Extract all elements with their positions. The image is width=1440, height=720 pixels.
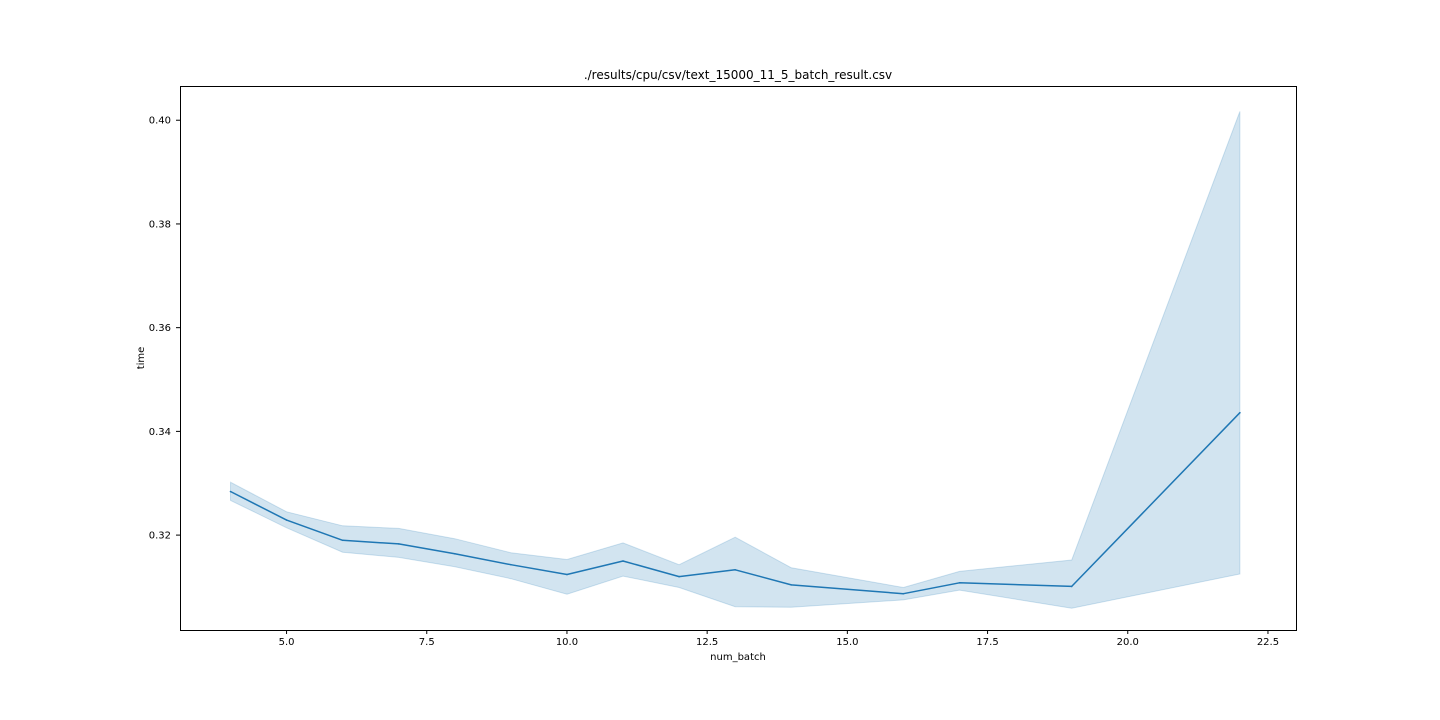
data-point (678, 575, 680, 578)
y-tick-label: 0.36 (149, 323, 171, 334)
x-tick-label: 12.5 (696, 637, 718, 648)
y-tick-label: 0.38 (149, 219, 171, 230)
y-axis-label: time (136, 347, 147, 370)
data-point (958, 582, 961, 584)
confidence-band (230, 111, 1241, 609)
data-point (790, 584, 793, 586)
x-axis-ticks: 5.0 7.5 10.0 12.5 15.0 17.5 20.0 22.5 (279, 630, 1279, 648)
data-point (285, 519, 288, 521)
chart-title: ./results/cpu/csv/text_15000_11_5_batch_… (584, 68, 892, 82)
x-tick-label: 20.0 (1117, 637, 1139, 648)
x-tick-label: 10.0 (556, 637, 578, 648)
data-point (229, 490, 232, 493)
y-tick-label: 0.34 (149, 427, 171, 438)
data-point (734, 569, 736, 571)
x-tick-label: 17.5 (976, 637, 998, 648)
data-point (341, 539, 344, 542)
y-tick-label: 0.32 (149, 531, 171, 542)
data-point (1070, 585, 1073, 588)
data-point (453, 552, 456, 555)
data-point (510, 563, 512, 566)
data-point (1239, 411, 1241, 414)
data-point (622, 560, 624, 562)
x-tick-label: 22.5 (1257, 637, 1279, 648)
data-point (902, 592, 905, 595)
confidence-band-layer (230, 111, 1241, 609)
data-point (566, 573, 568, 576)
y-tick-label: 0.40 (149, 116, 171, 127)
x-tick-label: 5.0 (279, 637, 295, 648)
series-line-layer (229, 411, 1241, 595)
x-tick-label: 7.5 (419, 637, 435, 648)
data-point (397, 543, 400, 545)
x-tick-label: 15.0 (836, 637, 858, 648)
y-axis-ticks: 0.32 0.34 0.36 0.38 0.40 (149, 116, 180, 542)
plot-area-frame (180, 86, 1297, 631)
x-axis-label: num_batch (710, 652, 766, 663)
